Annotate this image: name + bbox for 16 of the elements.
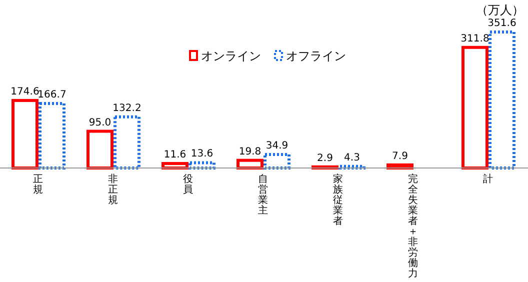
legend-label: オフライン — [286, 49, 346, 63]
data-label: 7.9 — [392, 150, 408, 162]
data-label: 311.8 — [460, 33, 490, 44]
data-label: 19.8 — [238, 146, 262, 158]
y-axis-title: （万人） — [476, 3, 524, 17]
data-label: 34.9 — [266, 140, 288, 152]
data-label: 132.2 — [112, 102, 142, 114]
data-label: 13.6 — [190, 148, 214, 160]
data-label: 174.6 — [10, 86, 40, 98]
data-label: 351.6 — [488, 18, 516, 29]
data-label: 95.0 — [88, 117, 112, 128]
legend-label: オンライン — [201, 49, 261, 63]
data-label: 2.9 — [317, 152, 333, 164]
data-label: 11.6 — [164, 150, 186, 161]
data-label: 4.3 — [344, 152, 360, 164]
data-label: 166.7 — [38, 90, 66, 101]
